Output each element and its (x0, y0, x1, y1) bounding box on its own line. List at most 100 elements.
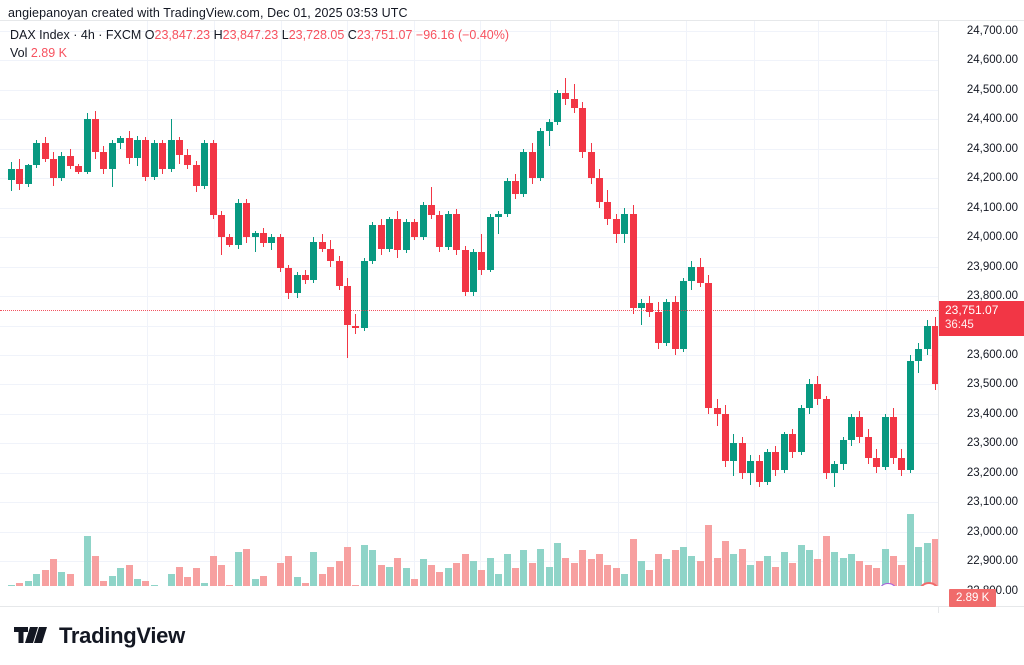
chart-plot-area[interactable] (0, 21, 938, 586)
candle-body (209, 142, 217, 216)
candle-body (411, 222, 419, 238)
volume-value-badge: 2.89 K (949, 589, 997, 607)
volume-bar (318, 573, 326, 586)
candle-body (814, 384, 822, 400)
candle-wick (548, 119, 550, 146)
candle-body (402, 222, 410, 251)
volume-bar (117, 568, 125, 586)
gridline (550, 21, 551, 586)
volume-bar (587, 559, 595, 586)
candle-wick (498, 210, 500, 235)
volume-bar (932, 539, 938, 586)
volume-bar (831, 552, 839, 586)
candle-body (184, 154, 192, 165)
open-label: O (144, 28, 155, 42)
gridline (0, 531, 938, 533)
candle-body (66, 156, 74, 167)
gridline (0, 296, 938, 298)
candle-wick (355, 313, 357, 335)
volume-bar (243, 548, 251, 586)
volume-bar (461, 553, 469, 586)
volume-bar (797, 544, 805, 586)
volume-bar (596, 553, 603, 586)
gridline (0, 561, 938, 563)
volume-bar (663, 559, 671, 586)
volume-bar (66, 573, 74, 586)
volume-bar (150, 584, 158, 586)
candle-body (890, 416, 897, 458)
candle-body (730, 443, 738, 461)
volume-bar (915, 546, 923, 586)
candle-body (722, 413, 729, 461)
candle-wick (431, 187, 432, 220)
candle-body (671, 301, 679, 350)
volume-bar (260, 575, 267, 586)
volume-bar (83, 535, 91, 586)
price-tick-label: 23,900.00 (966, 260, 1018, 273)
candle-body (201, 142, 209, 186)
volume-bar (386, 566, 393, 586)
volume-bar (562, 557, 570, 586)
candlestick-series (0, 21, 938, 586)
price-tick-label: 24,600.00 (966, 54, 1018, 67)
volume-bar (58, 572, 66, 586)
candle-body (419, 204, 427, 238)
bar-countdown: 36:45 (945, 319, 974, 332)
volume-bar (436, 572, 444, 586)
chart-legend: DAX Index · 4h · FXCM O23,847.23 H23,847… (10, 27, 509, 62)
candle-body (932, 325, 938, 385)
price-tick-label: 23,000.00 (966, 525, 1018, 538)
footer: TradingView (0, 613, 1024, 665)
candle-body (806, 384, 813, 408)
candle-body (612, 219, 620, 235)
gridline (0, 384, 938, 386)
volume-bar (16, 582, 24, 586)
candle-body (24, 164, 32, 185)
volume-bar (251, 579, 259, 586)
candle-body (134, 139, 141, 158)
price-tick-label: 24,400.00 (966, 113, 1018, 126)
gridline (818, 21, 819, 586)
tradingview-logo: TradingView (14, 623, 185, 649)
volume-bar (134, 579, 141, 586)
price-scale[interactable]: 24,700.00 24,600.00 24,500.00 24,400.00 24,3… (938, 21, 1024, 607)
candle-body (159, 142, 167, 170)
candle-body (150, 142, 158, 177)
volume-value: 2.89 K (30, 46, 68, 60)
candle-body (486, 216, 494, 270)
volume-bar (50, 559, 57, 586)
symbol-label[interactable]: DAX Index · 4h · FXCM (10, 28, 142, 42)
volume-bar (41, 570, 49, 586)
volume-bar (8, 584, 15, 586)
gridline (214, 21, 215, 586)
volume-bar (764, 555, 771, 586)
candle-body (797, 407, 805, 453)
gridline (0, 443, 938, 445)
candle-body (461, 250, 469, 292)
volume-bar (184, 577, 192, 586)
candle-body (503, 181, 511, 214)
volume-bar (394, 557, 402, 586)
candle-body (167, 139, 175, 170)
candle-body (142, 139, 150, 177)
candle-body (554, 92, 561, 123)
gridline (0, 89, 938, 91)
gridline (0, 472, 938, 474)
volume-bar (125, 564, 133, 586)
price-tick-label: 23,200.00 (966, 466, 1018, 479)
price-tick-label: 23,800.00 (966, 290, 1018, 303)
gridline (0, 148, 938, 150)
price-tick-label: 24,000.00 (966, 231, 1018, 244)
volume-bar (780, 552, 788, 586)
gridline (0, 413, 938, 415)
candle-body (75, 166, 83, 172)
high-label: H (213, 28, 223, 42)
volume-bar (873, 568, 881, 586)
current-price-badge[interactable]: 23,751.07 36:45 (939, 301, 1024, 337)
gridline (414, 21, 415, 586)
candle-body (705, 282, 713, 408)
current-price-value: 23,751.07 (945, 303, 999, 318)
volume-bar (444, 568, 452, 586)
candle-body (394, 219, 402, 251)
price-tick-label: 24,300.00 (966, 142, 1018, 155)
